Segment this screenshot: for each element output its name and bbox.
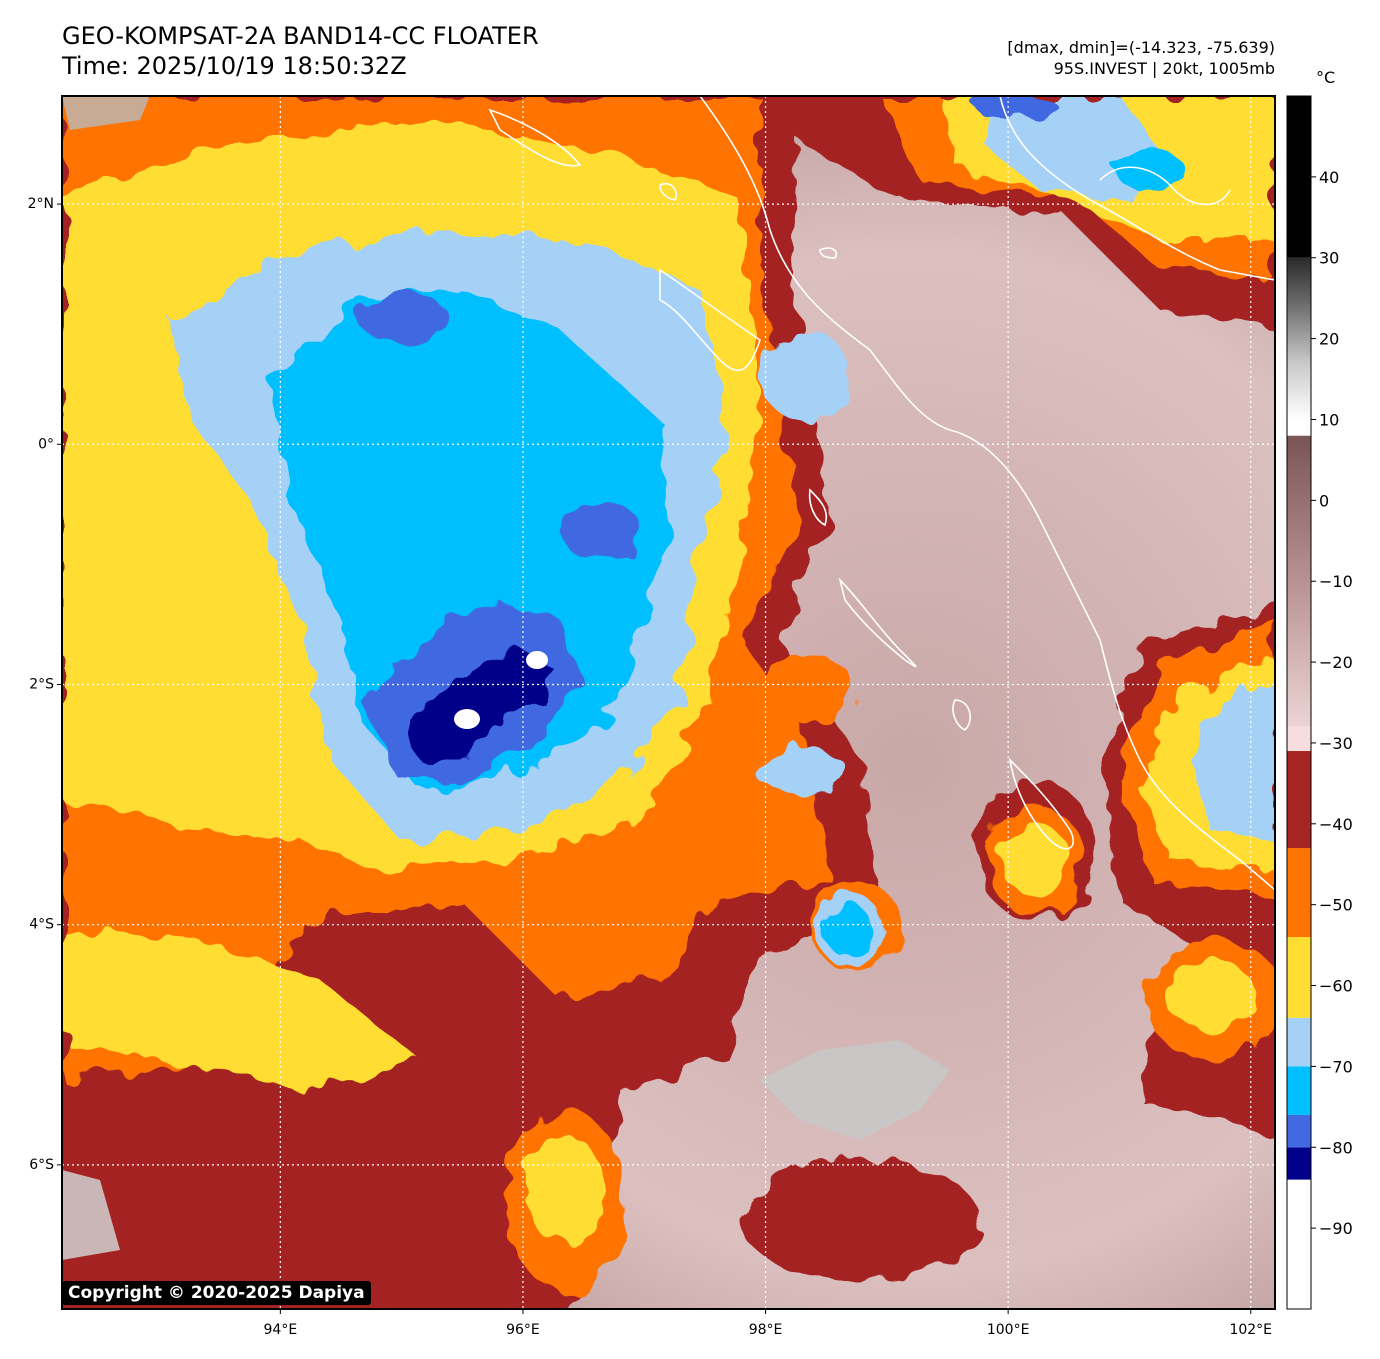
colorbar-segment	[1287, 937, 1311, 1018]
lon-tick-label: 102°E	[1229, 1322, 1272, 1338]
lat-tick-label: 2°S	[29, 676, 54, 692]
lon-tick-label: 98°E	[749, 1322, 783, 1338]
colorbar-tick-label: −10	[1319, 572, 1353, 591]
colorbar-tick-label: 30	[1319, 249, 1339, 268]
latitude-axis: 2°N 0° 2°S 4°S 6°S	[28, 196, 62, 1173]
colorbar-segment	[1287, 1066, 1311, 1115]
colorbar-segment	[1287, 751, 1311, 849]
colorbar-tick-label: −90	[1319, 1219, 1353, 1238]
colorbar-segment	[1287, 257, 1311, 420]
colorbar-tick-label: −40	[1319, 815, 1353, 834]
cold-spot	[454, 709, 480, 729]
cold-spot	[526, 651, 548, 669]
gridlines	[62, 96, 1275, 1309]
colorbar-tick-label: −20	[1319, 653, 1353, 672]
map-time: Time: 2025/10/19 18:50:32Z	[62, 52, 407, 80]
colorbar-tick-label: 20	[1319, 330, 1339, 349]
cloud-top-imagery	[62, 96, 1275, 1309]
colorbar-tick-label: −80	[1319, 1138, 1353, 1157]
lat-tick-label: 0°	[38, 436, 54, 452]
data-range-label: [dmax, dmin]=(-14.323, -75.639)	[1007, 38, 1275, 57]
colorbar-segment	[1287, 419, 1311, 436]
colorbar-tick-label: 40	[1319, 168, 1339, 187]
colorbar-segment	[1287, 1017, 1311, 1067]
colorbar-tick-label: −70	[1319, 1057, 1353, 1076]
colorbar-tick-label: 0	[1319, 491, 1329, 510]
lon-tick-label: 100°E	[987, 1322, 1030, 1338]
colorbar-segment	[1287, 1114, 1311, 1148]
coastline	[488, 96, 1275, 891]
colorbar-unit: °C	[1316, 68, 1336, 87]
colorbar-tick-label: −60	[1319, 977, 1353, 996]
colorbar-segment	[1287, 96, 1311, 258]
colorbar-ticks: 40 30 20 10 0 −10 −20 −30 −40 −50 −60 −70 −80 −90	[1311, 168, 1353, 1238]
map-title: GEO-KOMPSAT-2A BAND14-CC FLOATER	[62, 22, 539, 50]
lon-tick-label: 96°E	[506, 1322, 540, 1338]
lon-tick-label: 94°E	[264, 1322, 298, 1338]
colorbar-segment	[1287, 848, 1311, 938]
colorbar-frame	[1286, 95, 1312, 1310]
copyright-label: Copyright © 2020-2025 Dapiya	[62, 1281, 371, 1305]
storm-info-label: 95S.INVEST | 20kt, 1005mb	[1053, 59, 1275, 78]
colorbar	[1287, 96, 1311, 1309]
lat-tick-label: 6°S	[29, 1157, 54, 1173]
colorbar-tick-label: −50	[1319, 896, 1353, 915]
colorbar-segment	[1287, 1179, 1311, 1309]
colorbar-segment	[1287, 726, 1311, 752]
colorbar-segment	[1287, 1147, 1311, 1180]
lat-tick-label: 2°N	[28, 196, 54, 212]
longitude-axis: 94°E 96°E 98°E 100°E 102°E	[264, 1309, 1272, 1338]
colorbar-segment	[1287, 435, 1311, 727]
lat-tick-label: 4°S	[29, 917, 54, 933]
map-frame	[61, 95, 1276, 1310]
colorbar-tick-label: 10	[1319, 410, 1339, 429]
colorbar-tick-label: −30	[1319, 734, 1353, 753]
